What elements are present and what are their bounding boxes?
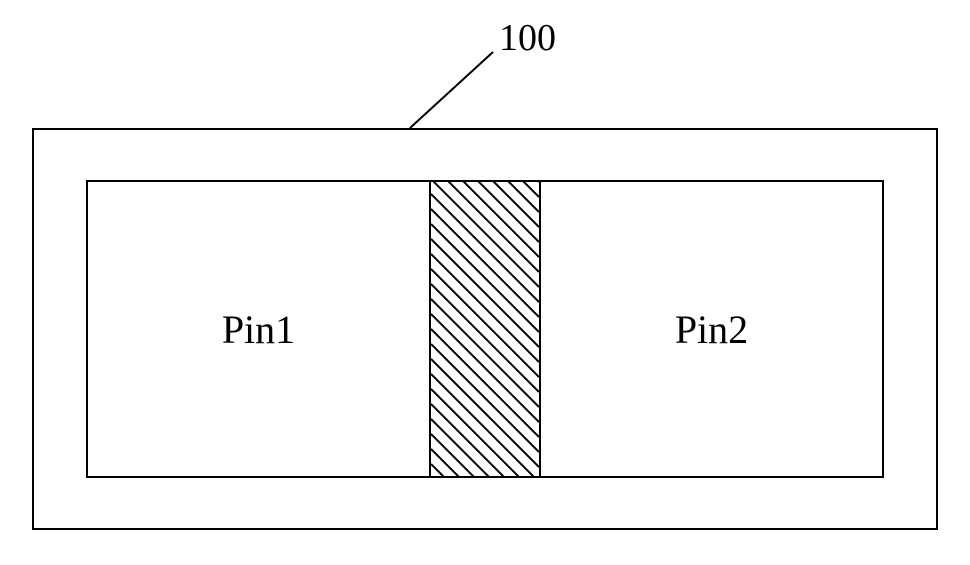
hatched-region bbox=[431, 180, 539, 478]
pin1-region: Pin1 bbox=[86, 180, 431, 478]
pin1-label: Pin1 bbox=[222, 306, 295, 353]
pin2-region: Pin2 bbox=[539, 180, 884, 478]
inner-box: Pin1 Pin2 bbox=[86, 180, 884, 478]
pin2-label: Pin2 bbox=[675, 306, 748, 353]
leader-line bbox=[410, 52, 493, 128]
hatch-pattern bbox=[431, 182, 539, 478]
callout-label-100: 100 bbox=[499, 16, 556, 60]
